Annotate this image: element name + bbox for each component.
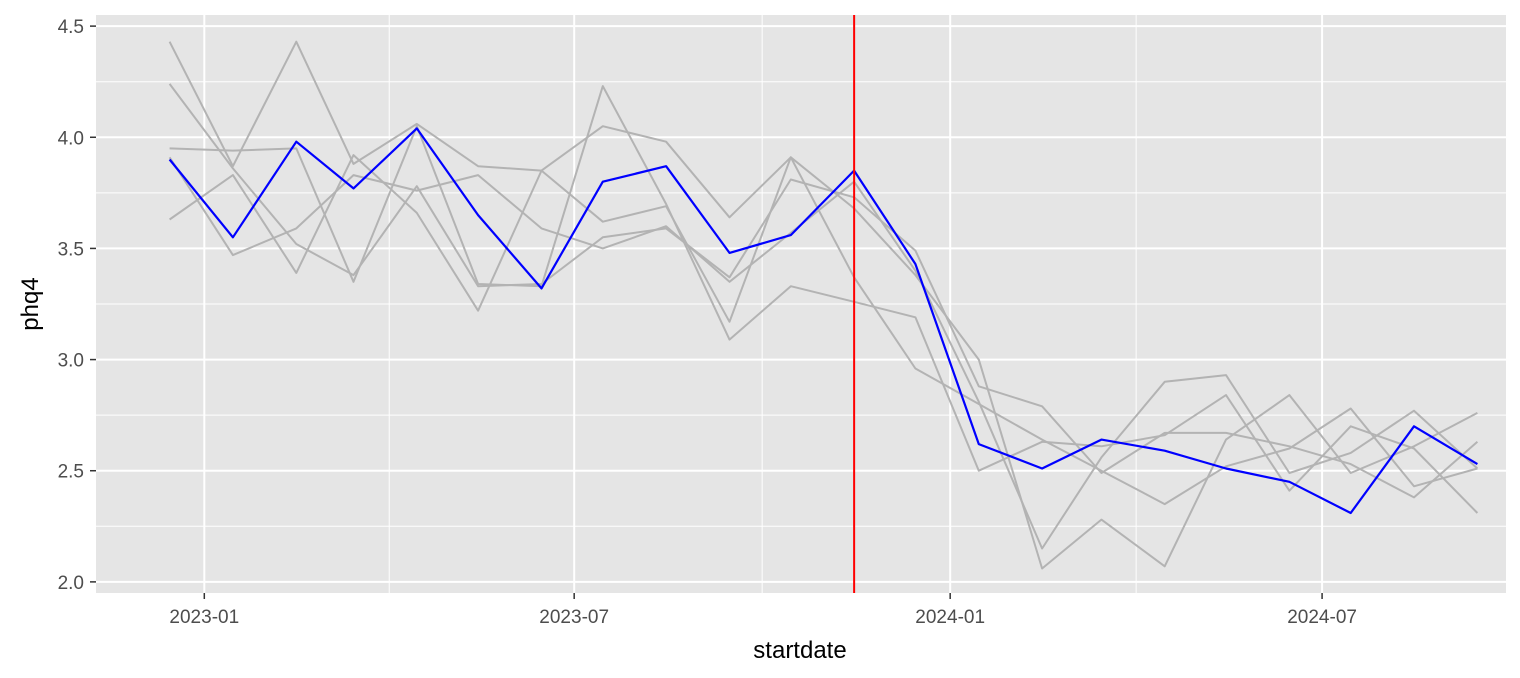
y-tick-label: 4.0 xyxy=(58,128,84,149)
series-lines xyxy=(168,40,1479,570)
series-line-gray-4 xyxy=(169,125,1478,506)
y-tick-label: 3.5 xyxy=(58,239,84,260)
minor-gridlines xyxy=(96,15,1506,593)
y-tick-label: 4.5 xyxy=(58,17,84,38)
series-line-gray-3 xyxy=(169,85,1479,514)
series-line-gray-5 xyxy=(168,156,1479,550)
y-tick-label: 2.5 xyxy=(58,462,84,483)
y-axis-ticks: 2.0 2.5 3.0 3.5 4.0 4.5 xyxy=(58,17,96,594)
x-axis-ticks: 2023-01 2023-07 2024-01 2024-07 xyxy=(169,593,1357,628)
y-axis-title: phq4 xyxy=(17,277,44,330)
y-tick-label: 3.0 xyxy=(58,351,84,372)
x-tick-label: 2023-01 xyxy=(169,607,239,628)
major-gridlines xyxy=(96,15,1506,593)
series-line-gray-1 xyxy=(168,40,1478,570)
x-tick-label: 2024-01 xyxy=(915,607,985,628)
series-line-blue-mean xyxy=(168,127,1478,515)
x-tick-label: 2023-07 xyxy=(539,607,609,628)
x-tick-label: 2024-07 xyxy=(1287,607,1357,628)
series-line-gray-2 xyxy=(168,83,1479,499)
y-tick-label: 2.0 xyxy=(58,573,84,594)
x-axis-title: startdate xyxy=(753,637,846,664)
